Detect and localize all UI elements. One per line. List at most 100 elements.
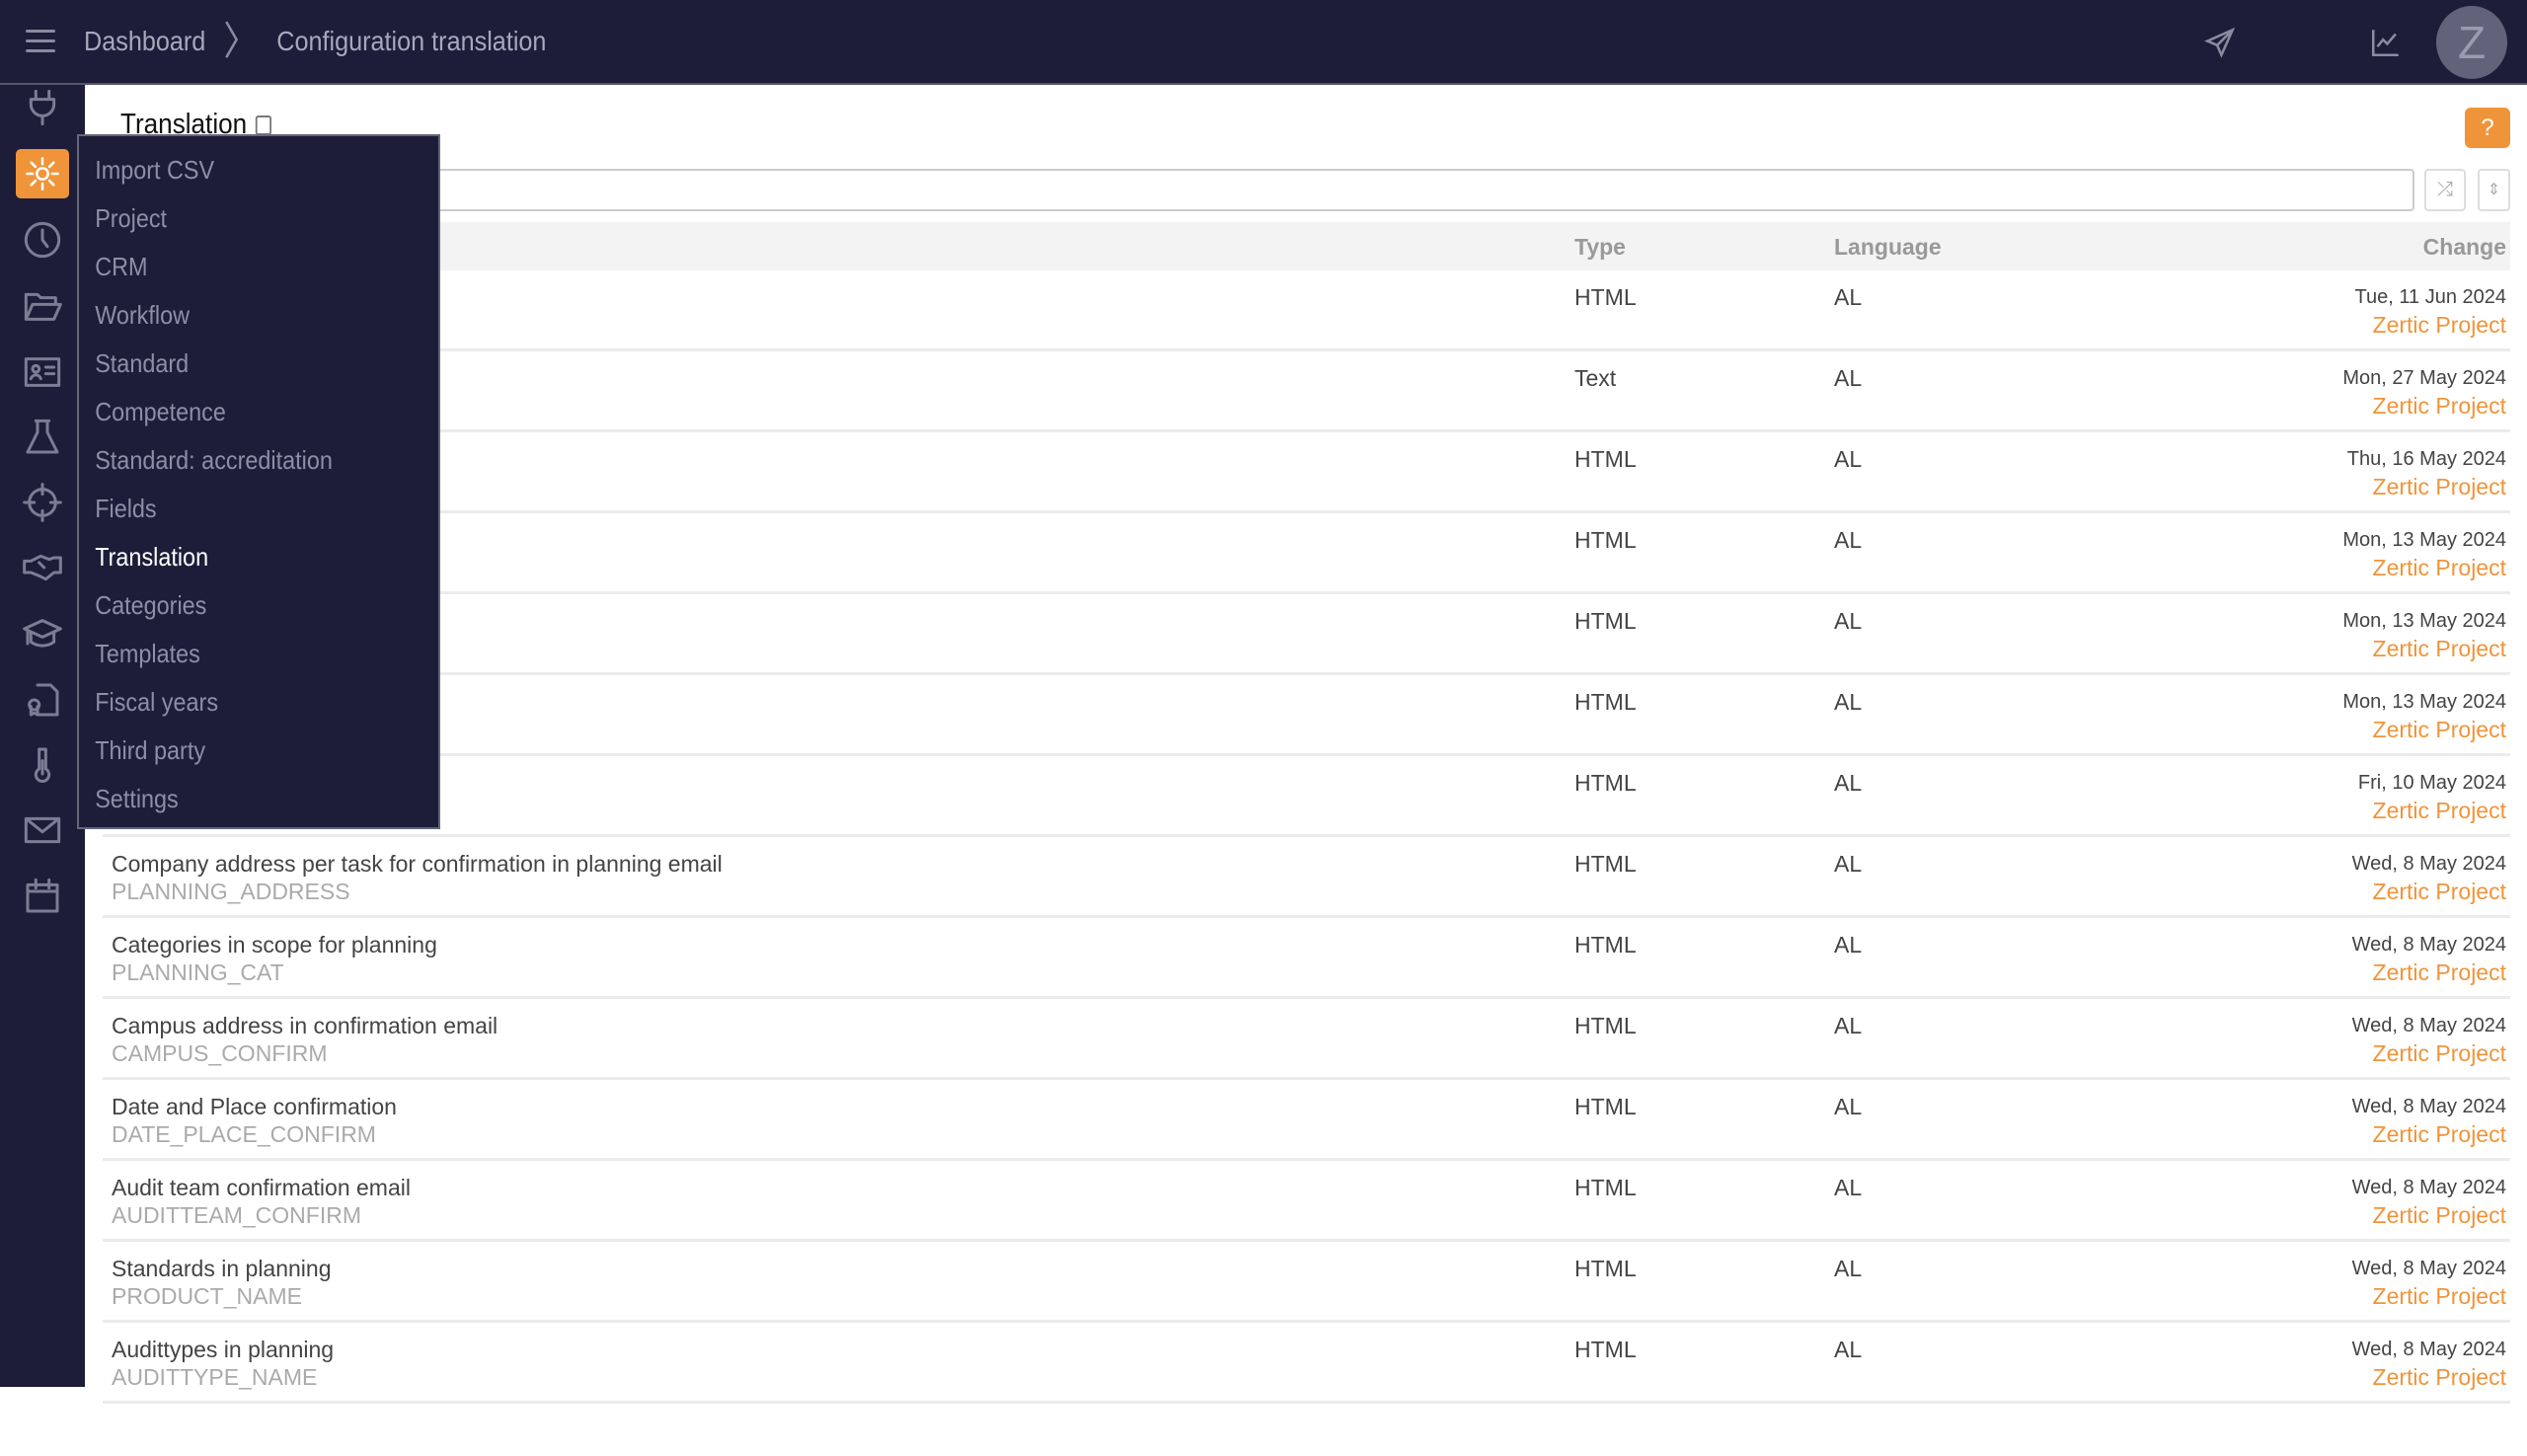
envelope-icon[interactable] <box>23 810 62 850</box>
plug-icon[interactable] <box>23 88 62 127</box>
calendar-icon[interactable] <box>23 877 62 916</box>
row-language: AL <box>1834 1094 1863 1119</box>
table-row[interactable]: HTML AL Fri, 10 May 2024 Zertic Project <box>103 756 2510 837</box>
row-key: PLANNING_ADDRESS <box>112 879 350 904</box>
row-date: Wed, 8 May 2024 <box>2351 1096 2506 1117</box>
row-name: Standards in planning <box>112 1256 332 1281</box>
certificate-file-icon[interactable] <box>23 680 62 720</box>
column-type[interactable]: Type <box>1574 234 1626 260</box>
row-name: Audittypes in planning <box>112 1337 335 1362</box>
breadcrumb-current: Configuration translation <box>276 26 547 56</box>
graduation-cap-icon[interactable] <box>23 614 62 653</box>
table-row[interactable]: Date and Place confirmation DATE_PLACE_CO… <box>103 1080 2510 1161</box>
row-name: Categories in scope for planning <box>112 932 437 958</box>
thermometer-icon[interactable] <box>23 744 62 784</box>
flask-icon[interactable] <box>23 418 62 457</box>
row-language: AL <box>1834 1013 1863 1038</box>
row-date: Thu, 16 May 2024 <box>2346 448 2506 470</box>
table-body: HTML AL Tue, 11 Jun 2024 Zertic Project Text… <box>103 270 2510 1404</box>
row-key: CAMPUS_CONFIRM <box>112 1040 328 1066</box>
table-header: Type Language Change <box>103 222 2510 270</box>
handshake-icon[interactable] <box>23 548 62 587</box>
search-input[interactable] <box>103 169 2414 211</box>
menu-item-crm[interactable]: CRM <box>95 252 148 281</box>
sidebar: Z <box>0 85 85 1453</box>
row-date: Wed, 8 May 2024 <box>2351 1015 2506 1036</box>
row-date: Wed, 8 May 2024 <box>2351 1258 2506 1279</box>
table-row[interactable]: Campus address in confirmation email CAMP… <box>103 999 2510 1080</box>
row-user-link[interactable]: Zertic Project <box>2372 1202 2506 1228</box>
menu-item-project[interactable]: Project <box>95 203 168 233</box>
clock-icon[interactable] <box>23 220 62 260</box>
row-language: AL <box>1834 851 1863 877</box>
table-row[interactable]: Text AL Mon, 27 May 2024 Zertic Project <box>103 351 2510 432</box>
row-date: Wed, 8 May 2024 <box>2351 1339 2506 1360</box>
sort-icon[interactable]: ⇕ <box>2478 169 2510 211</box>
table-row[interactable]: Company address per task for confirmatio… <box>103 837 2510 918</box>
menu-item-fields[interactable]: Fields <box>95 494 157 523</box>
row-date: Fri, 10 May 2024 <box>2357 772 2506 794</box>
row-name: Campus address in confirmation email <box>112 1013 498 1038</box>
row-type: HTML <box>1574 1013 1637 1038</box>
row-type: HTML <box>1574 1175 1637 1200</box>
row-date: Tue, 11 Jun 2024 <box>2354 286 2506 308</box>
folder-open-icon[interactable] <box>23 286 62 326</box>
menu-item-translation[interactable]: Translation <box>95 542 209 572</box>
hamburger-menu-icon[interactable] <box>26 30 55 53</box>
column-language[interactable]: Language <box>1834 234 1942 260</box>
row-language: AL <box>1834 1337 1863 1362</box>
table-row[interactable]: Standards in planning PRODUCT_NAME HTML AL W… <box>103 1242 2510 1323</box>
shuffle-icon[interactable]: ⤮ <box>2424 169 2466 211</box>
table-row[interactable]: HTML AL Thu, 16 May 2024 Zertic Project <box>103 432 2510 513</box>
title-checkbox[interactable] <box>256 115 272 135</box>
paper-plane-icon[interactable] <box>2203 26 2237 59</box>
row-user-link[interactable]: Zertic Project <box>2372 312 2506 338</box>
menu-item-standard[interactable]: Standard <box>95 348 190 378</box>
chart-line-icon[interactable] <box>2369 26 2403 59</box>
table-row[interactable]: Audit team confirmation email AUDITTEAM_C… <box>103 1161 2510 1242</box>
table-row[interactable]: HTML AL Mon, 13 May 2024 Zertic Project <box>103 513 2510 594</box>
row-user-link[interactable]: Zertic Project <box>2372 1121 2506 1147</box>
row-language: AL <box>1834 608 1863 634</box>
row-user-link[interactable]: Zertic Project <box>2372 636 2506 661</box>
id-card-icon[interactable] <box>23 352 62 392</box>
table-row[interactable]: HTML AL Mon, 13 May 2024 Zertic Project <box>103 675 2510 756</box>
gear-icon[interactable] <box>16 149 69 198</box>
row-user-link[interactable]: Zertic Project <box>2372 1364 2506 1390</box>
row-name: Company address per task for confirmatio… <box>112 851 723 877</box>
row-language: AL <box>1834 932 1863 958</box>
crosshair-icon[interactable] <box>23 483 62 522</box>
menu-item-third-party[interactable]: Third party <box>95 735 206 765</box>
row-type: HTML <box>1574 446 1637 472</box>
row-key: PRODUCT_NAME <box>112 1283 302 1309</box>
row-user-link[interactable]: Zertic Project <box>2372 1283 2506 1309</box>
help-button[interactable]: ? <box>2465 108 2510 148</box>
menu-item-competence[interactable]: Competence <box>95 397 226 426</box>
row-language: AL <box>1834 365 1863 391</box>
table-row[interactable]: Audittypes in planning AUDITTYPE_NAME HTML… <box>103 1323 2510 1404</box>
table-row[interactable]: HTML AL Tue, 11 Jun 2024 Zertic Project <box>103 270 2510 351</box>
avatar[interactable]: Z <box>2436 6 2507 79</box>
row-user-link[interactable]: Zertic Project <box>2372 474 2506 499</box>
row-user-link[interactable]: Zertic Project <box>2372 798 2506 823</box>
row-type: HTML <box>1574 689 1637 715</box>
row-key: AUDITTEAM_CONFIRM <box>112 1202 361 1228</box>
row-user-link[interactable]: Zertic Project <box>2372 717 2506 742</box>
menu-item-fiscal-years[interactable]: Fiscal years <box>95 687 219 717</box>
menu-item-standard-accreditation[interactable]: Standard: accreditation <box>95 445 333 475</box>
row-user-link[interactable]: Zertic Project <box>2372 1040 2506 1066</box>
row-user-link[interactable]: Zertic Project <box>2372 959 2506 985</box>
menu-item-import-csv[interactable]: Import CSV <box>95 155 215 185</box>
menu-item-workflow[interactable]: Workflow <box>95 300 190 330</box>
table-row[interactable]: HTML AL Mon, 13 May 2024 Zertic Project <box>103 594 2510 675</box>
menu-item-templates[interactable]: Templates <box>95 639 200 668</box>
row-user-link[interactable]: Zertic Project <box>2372 555 2506 580</box>
column-change[interactable]: Change <box>2422 234 2506 260</box>
menu-item-settings[interactable]: Settings <box>95 784 179 813</box>
breadcrumb-dashboard[interactable]: Dashboard <box>84 26 206 56</box>
row-language: AL <box>1834 1175 1863 1200</box>
row-user-link[interactable]: Zertic Project <box>2372 393 2506 419</box>
menu-item-categories[interactable]: Categories <box>95 590 207 620</box>
row-user-link[interactable]: Zertic Project <box>2372 879 2506 904</box>
table-row[interactable]: Categories in scope for planning PLANNING… <box>103 918 2510 999</box>
